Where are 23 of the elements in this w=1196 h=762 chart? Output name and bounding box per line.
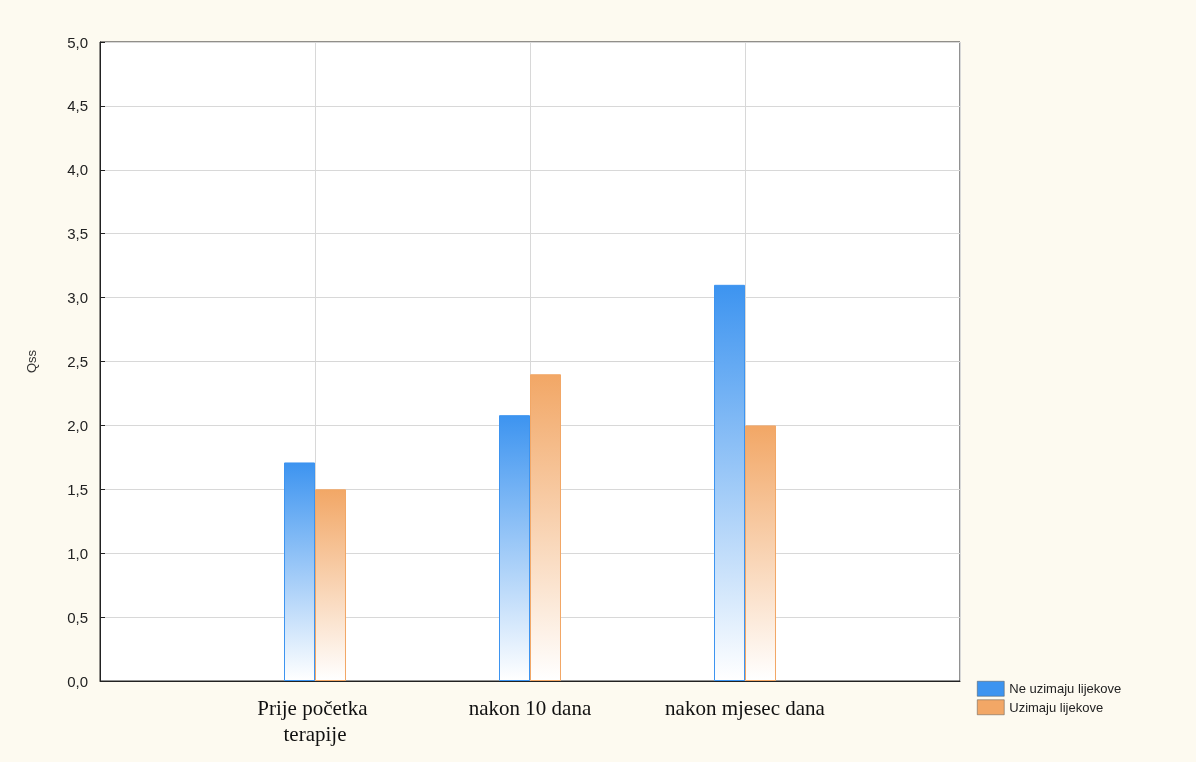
- x-tick-label: nakon 10 dana: [468, 696, 592, 720]
- bar: [315, 489, 346, 681]
- bar: [499, 415, 530, 681]
- y-axis-title: Qss: [24, 349, 39, 374]
- bar: [530, 374, 561, 681]
- bar: [745, 425, 776, 681]
- bar: [714, 284, 745, 681]
- y-tick-label: 0,0: [67, 672, 88, 690]
- y-tick-label: 4,5: [67, 97, 88, 115]
- y-tick-label: 4,0: [67, 161, 88, 179]
- bar: [284, 462, 315, 681]
- x-tick-label: Prije početka terapije: [257, 696, 373, 746]
- y-tick-label: 0,5: [67, 608, 88, 626]
- y-tick-label: 2,5: [67, 353, 88, 370]
- legend-label: Uzimaju lijekove: [1009, 699, 1104, 715]
- y-tick-label: 2,0: [67, 416, 88, 434]
- y-tick-label: 1,0: [67, 544, 88, 562]
- x-tick-label: nakon mjesec dana: [665, 696, 826, 720]
- y-tick-label: 5,0: [67, 33, 88, 51]
- y-tick-label: 1,5: [67, 480, 88, 498]
- legend-label: Ne uzimaju lijekove: [1009, 681, 1122, 697]
- y-tick-label: 3,5: [67, 225, 88, 243]
- y-tick-label: 3,0: [67, 289, 88, 307]
